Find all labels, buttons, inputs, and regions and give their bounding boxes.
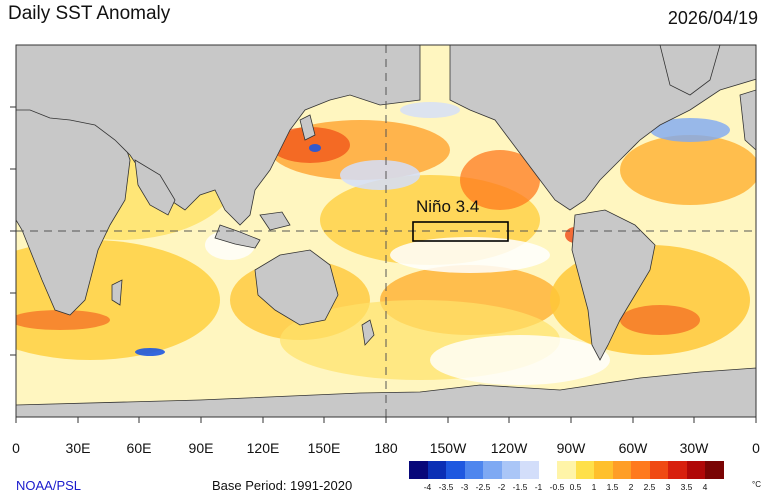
colorbar-tick-label: -0.5 <box>549 482 565 492</box>
lon-tick-label: 60W <box>618 440 648 456</box>
colorbar-swatch <box>501 461 520 479</box>
colorbar-tick-label: -3 <box>460 482 469 492</box>
nino34-box <box>412 221 509 242</box>
colorbar-tick-label: -2.5 <box>475 482 491 492</box>
lon-tick-label: 90W <box>556 440 586 456</box>
colorbar-swatch <box>705 461 724 479</box>
credit-label: NOAA/PSL <box>16 478 82 493</box>
colorbar-tick-label: 2.5 <box>643 482 656 492</box>
colorbar-swatch <box>464 461 483 479</box>
colorbar-tick-label: -3.5 <box>438 482 454 492</box>
colorbar-swatch <box>649 461 668 479</box>
lon-tick-label: 30E <box>65 440 91 456</box>
colorbar-swatch <box>427 461 446 479</box>
colorbar-swatch <box>686 461 705 479</box>
colorbar-tick-label: 0.5 <box>569 482 582 492</box>
axis-ticks <box>10 106 757 423</box>
lon-tick-label: 120W <box>490 440 528 456</box>
colorbar-tick-label: 1.5 <box>606 482 619 492</box>
colorbar-tick-label: 3.5 <box>680 482 693 492</box>
australia-landmass <box>254 249 339 326</box>
arabia-landmass <box>134 159 176 216</box>
colorbar-tick-label: 1 <box>591 482 597 492</box>
colorbar-swatch <box>557 461 576 479</box>
colorbar-tick-label: -1.5 <box>512 482 528 492</box>
colorbar-swatch <box>631 461 650 479</box>
lon-tick-label: 180 <box>374 440 398 456</box>
colorbar-tick-label: -4 <box>423 482 432 492</box>
eurasia-landmass <box>16 45 421 226</box>
colorbar-tick-label: 4 <box>702 482 708 492</box>
chart-title: Daily SST Anomaly <box>8 3 171 24</box>
lon-tick-label: 60E <box>126 440 152 456</box>
antarctica-landmass <box>16 367 756 417</box>
colorbar-swatch <box>520 461 539 479</box>
date-label: 2026/04/19 <box>667 8 758 28</box>
colorbar-tick-label: -1 <box>534 482 543 492</box>
colorbar-tick-label: 2 <box>628 482 634 492</box>
colorbar-swatch <box>575 461 594 479</box>
colorbar-tick-label: -2 <box>497 482 506 492</box>
lon-tick-label: 0 <box>12 440 20 456</box>
map-layer <box>16 45 756 417</box>
colorbar-swatch <box>594 461 613 479</box>
south-america-landmass <box>571 209 656 361</box>
lon-tick-label: 0 <box>752 440 760 456</box>
colorbar-swatch <box>409 461 428 479</box>
lon-tick-label: 150E <box>307 440 341 456</box>
nino34-label: Niño 3.4 <box>416 197 479 216</box>
lon-tick-label: 30W <box>679 440 709 456</box>
colorbar-tick-label: 3 <box>665 482 671 492</box>
lon-tick-label: 120E <box>246 440 280 456</box>
lon-tick-label: 150W <box>429 440 467 456</box>
lon-tick-label: 90E <box>188 440 214 456</box>
colorbar <box>409 461 724 479</box>
colorbar-unit: °C <box>752 480 761 489</box>
colorbar-swatch <box>668 461 687 479</box>
land-masses <box>16 45 756 417</box>
colorbar-swatch <box>538 461 557 479</box>
colorbar-swatch <box>483 461 502 479</box>
colorbar-swatch <box>446 461 465 479</box>
base-period-label: Base Period: 1991-2020 <box>212 478 353 493</box>
colorbar-swatch <box>612 461 631 479</box>
